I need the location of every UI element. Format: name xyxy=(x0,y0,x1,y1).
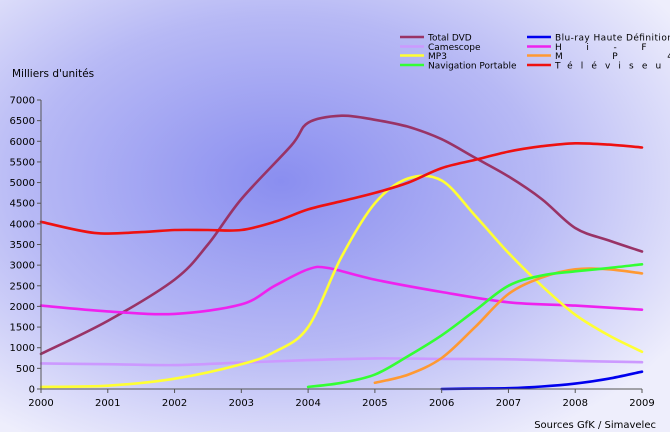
y-tick-label: 6500 xyxy=(10,116,35,127)
y-tick-label: 6000 xyxy=(10,137,35,148)
y-tick-label: 7000 xyxy=(10,96,35,107)
axes-layer: 0 500 1000 1500 2000 2500 3000 3500 4000 4500 5000… xyxy=(10,96,655,410)
x-tick-label: 2003 xyxy=(229,398,254,409)
source-note: Sources GfK / Simavelec xyxy=(534,420,656,431)
legend-label-total-dvd: Total DVD xyxy=(427,34,472,44)
y-tick-label: 5000 xyxy=(10,178,35,189)
x-tick-label: 2008 xyxy=(562,398,587,409)
y-tick-label: 5500 xyxy=(10,157,35,168)
x-tick-label: 2000 xyxy=(28,398,53,409)
y-tick-label: 500 xyxy=(16,364,35,375)
x-tick-label: 2002 xyxy=(162,398,187,409)
y-tick-label: 2500 xyxy=(10,281,35,292)
legend-label-navigation-portable: Navigation Portable xyxy=(428,62,517,72)
y-tick-label: 4000 xyxy=(10,219,35,230)
series-layer xyxy=(39,114,644,391)
x-tick-label: 2006 xyxy=(429,398,454,409)
series-line-camescope xyxy=(39,357,644,367)
legend-label-blu-ray-haute-definition: Blu-ray Haute Définition xyxy=(555,33,670,44)
series-line-mp3 xyxy=(39,174,644,389)
x-tick-label: 2004 xyxy=(295,398,320,409)
legend-label-mp4: MP4 xyxy=(555,52,670,62)
legend-label-mp3: MP3 xyxy=(428,52,447,62)
x-tick-label: 2009 xyxy=(629,398,654,409)
series-line-televiseur xyxy=(39,141,644,235)
series-line-total-dvd xyxy=(39,114,644,356)
y-tick-label: 3000 xyxy=(10,261,35,272)
y-tick-label: 3500 xyxy=(10,240,35,251)
y-tick-label: 1500 xyxy=(10,323,35,334)
y-tick-label: 2000 xyxy=(10,302,35,313)
legend-label-camescope: Camescope xyxy=(428,43,481,53)
series-line-navigation-portable xyxy=(306,263,644,389)
y-tick-label: 1000 xyxy=(10,343,35,354)
x-tick-label: 2001 xyxy=(95,398,120,409)
y-tick-label: 4500 xyxy=(10,199,35,210)
x-tick-label: 2007 xyxy=(496,398,521,409)
y-axis-label: Milliers d'unités xyxy=(12,68,94,80)
x-tick-label: 2005 xyxy=(362,398,387,409)
y-tick-label: 0 xyxy=(29,385,35,396)
series-line-hi-fi xyxy=(39,265,644,316)
